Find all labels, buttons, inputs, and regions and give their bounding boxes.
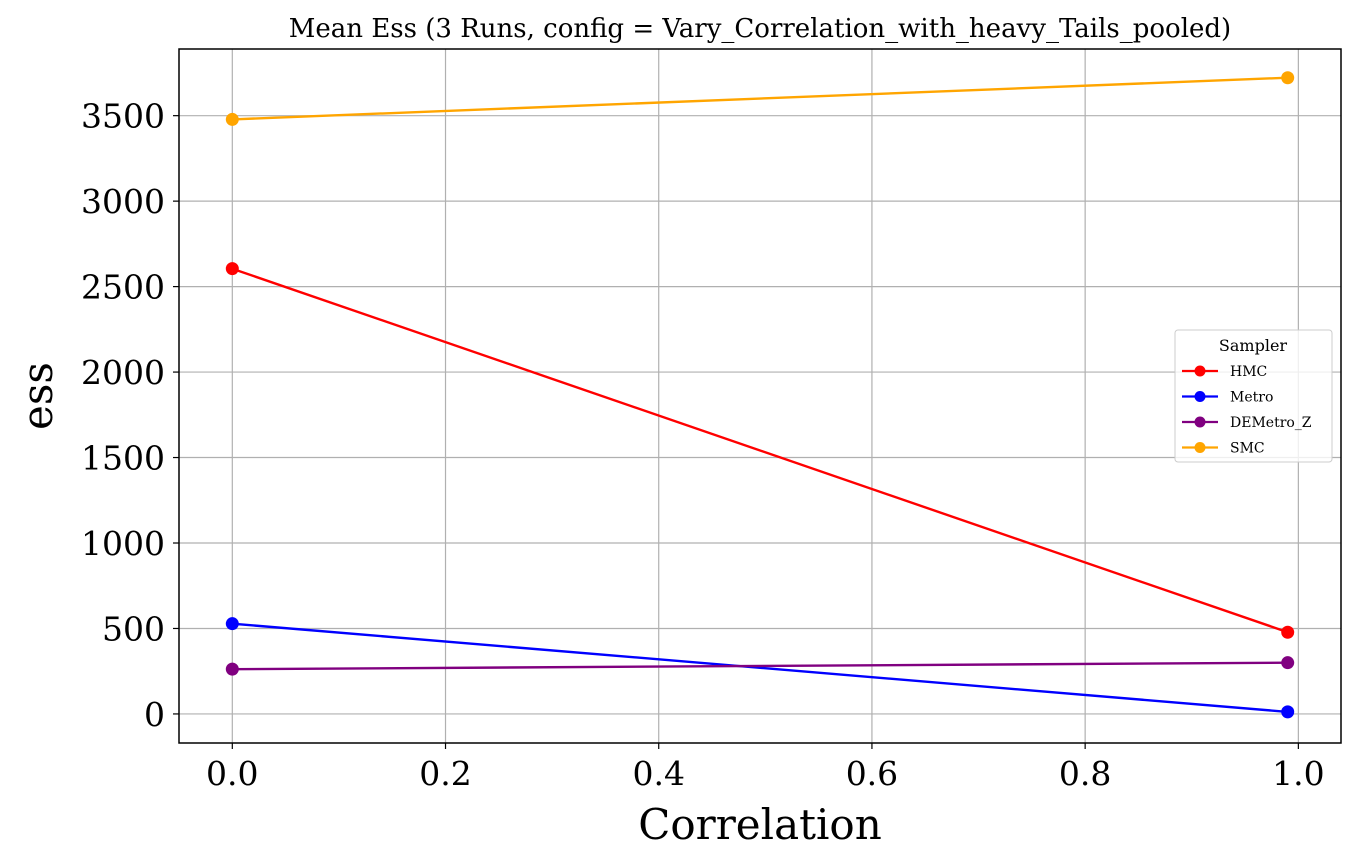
x-tick-label: 0.6 [846, 754, 898, 793]
legend-marker [1194, 442, 1206, 453]
data-point-smc [1281, 71, 1295, 85]
plot-frame [178, 48, 1342, 744]
series-lines [225, 71, 1295, 719]
series-line-metro [232, 622, 1288, 714]
x-tick-label: 0.8 [1059, 754, 1111, 793]
y-tick-label: 500 [102, 609, 165, 648]
series-line-smc [232, 76, 1288, 121]
y-axis-label: ess [13, 362, 62, 430]
legend-entry-metro: Metro [1182, 390, 1273, 406]
y-tick-label: 3500 [81, 97, 165, 136]
x-tick-label: 0.0 [206, 754, 258, 793]
legend-title: Sampler [1219, 336, 1288, 355]
y-tick-label: 2500 [81, 268, 165, 307]
axis-ticks: 0.0 0.2 0.4 0.6 0.8 1.0 0 500 1000 1500 2000 2500 30… [81, 97, 1325, 793]
data-point-metro [225, 617, 239, 631]
data-point-metro [1281, 705, 1295, 719]
y-tick-label: 1500 [81, 439, 165, 478]
x-tick-label: 0.2 [419, 754, 471, 793]
legend-label: DEMetro_Z [1230, 415, 1312, 431]
x-axis-label: Correlation [638, 800, 882, 849]
y-tick-label: 2000 [81, 353, 165, 392]
legend-entry-smc: SMC [1182, 441, 1265, 457]
series-line-hmc [231, 267, 1289, 634]
legend-marker [1194, 391, 1206, 402]
chart-title: Mean Ess (3 Runs, config = Vary_Correlat… [289, 14, 1231, 44]
legend: Sampler HMC Metro DEMetro_Z SMC [1174, 329, 1333, 463]
y-tick-label: 3000 [81, 182, 165, 221]
series-line-demetro_z [232, 661, 1288, 671]
data-point-hmc [225, 262, 239, 276]
data-point-demetro_z [225, 662, 239, 676]
legend-label: SMC [1230, 441, 1265, 457]
data-point-smc [225, 112, 239, 126]
data-point-demetro_z [1281, 656, 1295, 670]
x-tick-label: 0.4 [632, 754, 684, 793]
legend-entry-hmc: HMC [1182, 364, 1267, 380]
legend-marker [1194, 365, 1206, 377]
legend-label: HMC [1230, 364, 1267, 380]
y-tick-label: 1000 [81, 524, 165, 563]
legend-frame [1174, 329, 1333, 463]
legend-entry-demetro_z: DEMetro_Z [1182, 415, 1312, 431]
x-tick-label: 1.0 [1272, 754, 1324, 793]
data-point-hmc [1281, 625, 1295, 639]
y-tick-label: 0 [144, 695, 165, 734]
legend-marker [1194, 416, 1206, 428]
legend-label: Metro [1230, 390, 1273, 406]
